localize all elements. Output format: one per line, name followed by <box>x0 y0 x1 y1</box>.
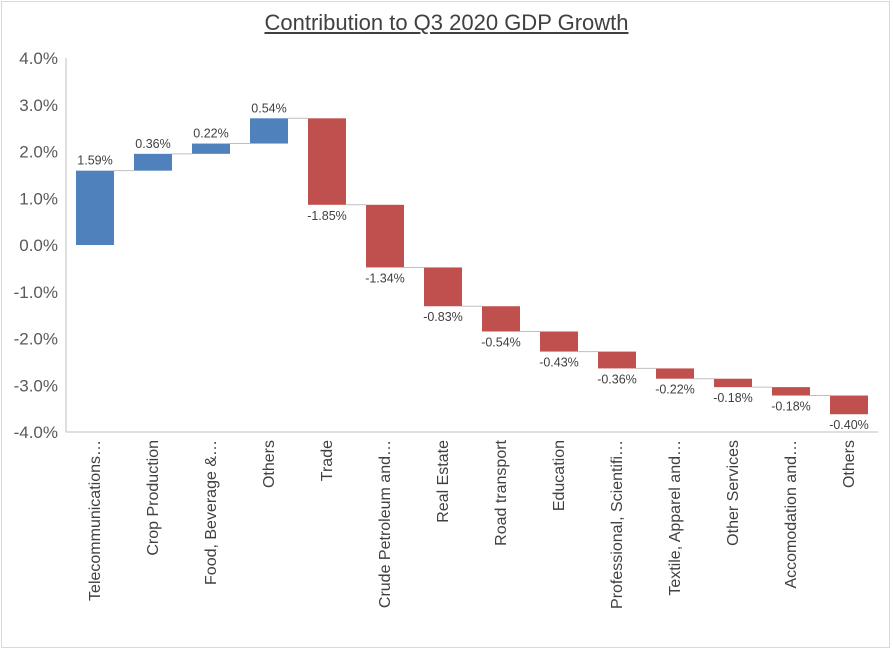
chart-title: Contribution to Q3 2020 GDP Growth <box>264 10 629 35</box>
category-label: Other Services <box>725 440 742 546</box>
data-label: -0.36% <box>597 372 637 386</box>
y-tick-label: 1.0% <box>19 189 58 208</box>
category-label: Others <box>261 440 278 488</box>
waterfall-bar <box>308 118 346 205</box>
data-label: -0.18% <box>771 400 811 414</box>
waterfall-bar <box>830 395 868 415</box>
category-label: Trade <box>319 440 336 481</box>
y-tick-label: -2.0% <box>14 330 58 349</box>
y-axis-tick-labels: 4.0% 3.0% 2.0% 1.0% 0.0% -1.0% -2.0% -3.0% -4.0% <box>14 49 58 442</box>
waterfall-bar <box>76 170 114 245</box>
y-tick-label: 4.0% <box>19 49 58 68</box>
data-label: -1.85% <box>307 209 347 223</box>
data-labels: 1.59% 0.36% 0.22% 0.54% -1.85% -1.34% -0.83% -0… <box>77 101 869 432</box>
data-label: -0.54% <box>481 335 521 349</box>
category-label: Accomodation and… <box>783 440 800 589</box>
data-label: -0.22% <box>655 383 695 397</box>
data-label: -0.83% <box>423 310 463 324</box>
data-label: 1.59% <box>77 154 112 168</box>
bars <box>76 118 868 415</box>
category-label: Others <box>841 440 858 488</box>
y-tick-label: -4.0% <box>14 423 58 442</box>
y-tick-label: 3.0% <box>19 96 58 115</box>
category-label: Telecommunications… <box>87 440 104 601</box>
y-tick-label: -1.0% <box>14 283 58 302</box>
waterfall-bar <box>714 378 752 388</box>
data-label: -0.43% <box>539 356 579 370</box>
data-label: -0.18% <box>713 391 753 405</box>
data-label: -1.34% <box>365 271 405 285</box>
category-label: Crop Production <box>145 440 162 556</box>
category-label: Real Estate <box>435 440 452 523</box>
y-tick-label: 2.0% <box>19 143 58 162</box>
waterfall-bar <box>482 306 520 332</box>
data-label: 0.22% <box>193 127 228 141</box>
waterfall-bar <box>134 153 172 171</box>
data-label: 0.36% <box>135 137 170 151</box>
category-label: Food, Beverage &… <box>203 440 220 585</box>
waterfall-bar <box>540 331 578 352</box>
waterfall-bar <box>656 368 694 379</box>
waterfall-bar <box>366 204 404 268</box>
waterfall-bar <box>424 267 462 307</box>
data-label: -0.40% <box>829 418 869 432</box>
category-labels: Telecommunications… Crop Production Food, … <box>87 439 858 609</box>
waterfall-bar <box>192 143 230 154</box>
data-label: 0.54% <box>251 101 286 115</box>
category-label: Professional, Scientifi… <box>609 440 626 609</box>
category-label: Road transport <box>493 439 510 545</box>
y-tick-label: -3.0% <box>14 376 58 395</box>
waterfall-bar <box>598 351 636 369</box>
connector-lines <box>114 117 830 397</box>
waterfall-bar <box>250 118 288 144</box>
y-tick-label: 0.0% <box>19 236 58 255</box>
category-label: Education <box>551 440 568 511</box>
category-label: Textile, Apparel and… <box>667 440 684 596</box>
category-label: Crude Petroleum and… <box>377 440 394 608</box>
waterfall-bar <box>772 387 810 396</box>
